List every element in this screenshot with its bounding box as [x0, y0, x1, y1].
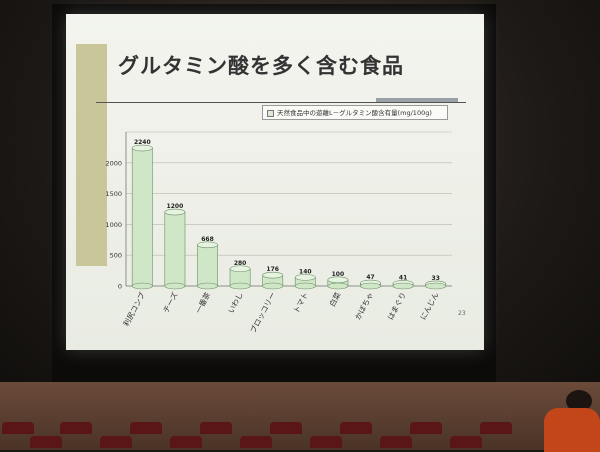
bar-base: [197, 282, 218, 290]
seat: [380, 436, 412, 448]
seat: [310, 436, 342, 448]
legend-swatch: [267, 109, 274, 117]
person-body: [544, 408, 600, 452]
x-tick-label: 利尻コンブ: [121, 290, 148, 328]
bar-top: [294, 274, 316, 281]
chart-legend: 天然食品中の遊離L－グルタミン酸含有量(mg/100g): [262, 105, 448, 120]
presentation-slide: グルタミン酸を多く含む食品 天然食品中の遊離L－グルタミン酸含有量(mg/100…: [66, 14, 484, 350]
data-label: 100: [332, 271, 345, 278]
bar-base: [262, 282, 284, 290]
data-label: 33: [432, 275, 440, 282]
x-tick-label: はまぐり: [386, 291, 408, 322]
seat: [240, 436, 272, 448]
data-label: 668: [201, 236, 214, 243]
slide-page-number: 23: [458, 310, 466, 317]
data-label: 47: [366, 274, 374, 281]
x-tick-label: かぼちゃ: [353, 291, 375, 322]
person-head: [566, 390, 592, 412]
bar-base: [360, 282, 381, 290]
x-tick-label: にんじん: [418, 290, 440, 321]
bar-base: [229, 282, 251, 290]
legend-label: 天然食品中の遊離L－グルタミン酸含有量(mg/100g): [277, 109, 432, 117]
title-divider-accent: [376, 98, 458, 102]
seat: [2, 422, 34, 434]
data-label: 2240: [134, 139, 151, 146]
bar-base: [164, 282, 186, 290]
bar-top: [131, 144, 153, 152]
seat-row: [0, 436, 600, 450]
bar: [164, 211, 186, 287]
bar-top: [164, 208, 186, 216]
bar-chart: 0 500 1000 1500 2000 2240 利尻コンブ 1200 チーズ 668 一番茶 28…: [105, 131, 452, 335]
bar: [197, 244, 218, 287]
seat: [30, 436, 62, 448]
seat: [270, 422, 302, 434]
seat: [100, 436, 132, 448]
x-tick-label: トマト: [292, 291, 311, 315]
title-divider: [96, 102, 466, 103]
data-label: 140: [299, 268, 312, 275]
seat: [200, 422, 232, 434]
slide-accent-bar: [76, 44, 107, 266]
data-label: 1200: [167, 203, 184, 210]
x-tick-label: 一番茶: [193, 290, 213, 315]
x-tick-label: いわし: [226, 291, 245, 315]
slide-title: グルタミン酸を多く含む食品: [118, 54, 404, 78]
auditorium-stage: [0, 382, 600, 450]
data-label: 41: [399, 274, 407, 281]
seat: [450, 436, 482, 448]
bar-base: [327, 282, 349, 290]
y-tick-label: 1000: [105, 221, 122, 229]
y-tick-label: 1500: [105, 190, 122, 198]
seat: [410, 422, 442, 434]
bar-base: [294, 282, 316, 290]
y-tick-label: 0: [118, 283, 122, 291]
bar-top: [229, 265, 251, 273]
x-tick-label: 白菜: [327, 290, 343, 308]
seat: [130, 422, 162, 434]
audience-member: [540, 390, 600, 452]
x-tick-label: チーズ: [160, 290, 179, 315]
seat: [480, 422, 512, 434]
x-tick-label: ブロッコリー: [248, 290, 278, 334]
y-tick-label: 2000: [105, 159, 122, 167]
data-label: 280: [234, 260, 247, 267]
bar-top: [197, 241, 218, 249]
bar-base: [425, 282, 447, 290]
seat-row: [0, 422, 600, 436]
bar: [131, 147, 153, 287]
seat: [60, 422, 92, 434]
data-label: 176: [266, 266, 279, 273]
seat: [170, 436, 202, 448]
bar-base: [392, 282, 414, 290]
bar-base: [131, 282, 153, 290]
y-tick-label: 500: [110, 252, 122, 260]
seat: [340, 422, 372, 434]
bar-top: [262, 271, 284, 279]
